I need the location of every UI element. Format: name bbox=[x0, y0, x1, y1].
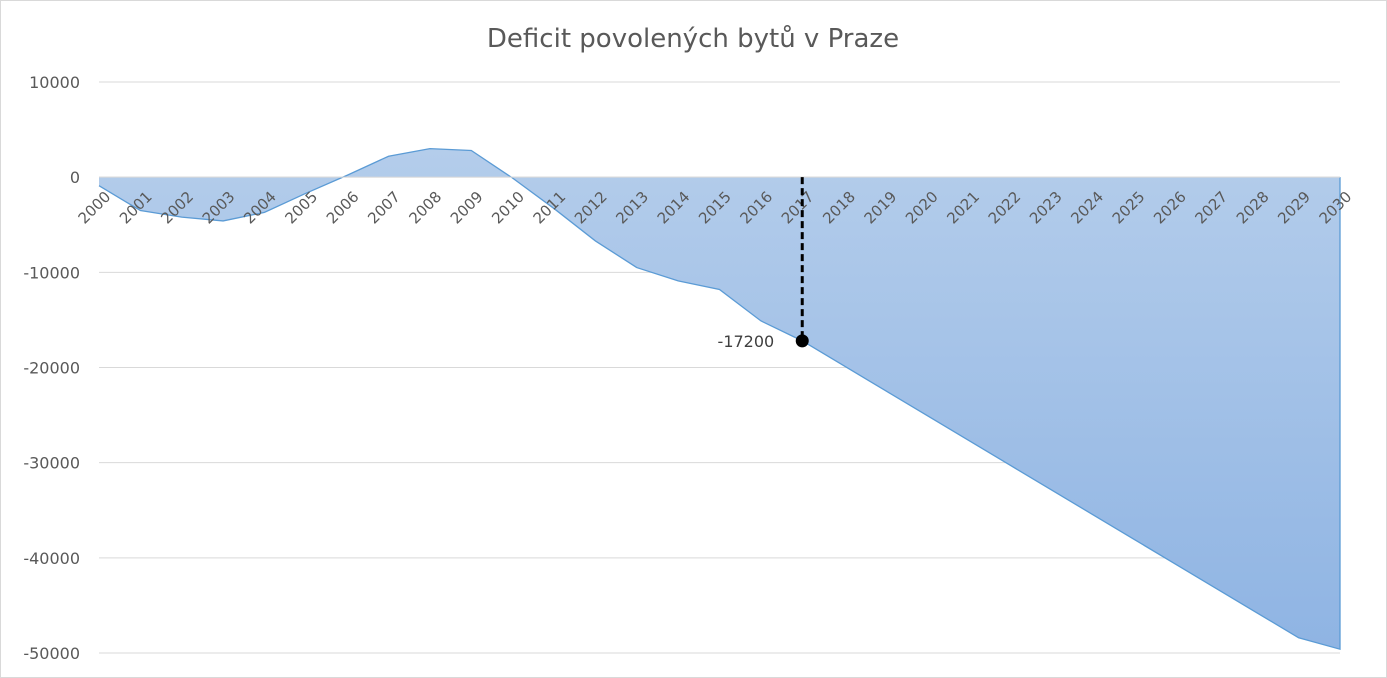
data-point-2016 bbox=[760, 320, 762, 322]
data-point-2026 bbox=[1173, 562, 1175, 564]
y-tick-label: 10000 bbox=[29, 73, 80, 92]
x-tick-label: 2006 bbox=[323, 188, 363, 228]
data-point-2028 bbox=[1256, 612, 1258, 614]
data-point-2000 bbox=[98, 185, 100, 187]
data-point-2015 bbox=[718, 288, 720, 290]
x-tick-label: 2000 bbox=[75, 188, 115, 228]
x-tick-label: 2009 bbox=[447, 188, 487, 228]
x-tick-label: 2008 bbox=[406, 188, 446, 228]
annotation-layer: -17200 bbox=[718, 177, 809, 351]
y-tick-label: -50000 bbox=[23, 644, 80, 663]
data-point-2024 bbox=[1091, 513, 1093, 515]
data-point-2018 bbox=[842, 364, 844, 366]
data-point-2021 bbox=[967, 439, 969, 441]
data-point-2003 bbox=[222, 220, 224, 222]
y-tick-label: -30000 bbox=[23, 454, 80, 473]
data-area bbox=[98, 147, 1341, 651]
x-tick-label: 2007 bbox=[364, 188, 404, 228]
annotation-label: -17200 bbox=[718, 332, 775, 351]
data-point-2013 bbox=[636, 266, 638, 268]
data-point-2019 bbox=[884, 389, 886, 391]
chart-title: Deficit povolených bytů v Praze bbox=[487, 24, 899, 54]
deficit-area-fill bbox=[99, 148, 1340, 650]
data-point-2009 bbox=[470, 149, 472, 151]
data-point-2025 bbox=[1132, 538, 1134, 540]
data-point-2030 bbox=[1339, 648, 1341, 650]
data-point-2020 bbox=[925, 414, 927, 416]
y-tick-label: -40000 bbox=[23, 549, 80, 568]
y-tick-label: -20000 bbox=[23, 359, 80, 378]
data-point-2014 bbox=[677, 280, 679, 282]
data-point-2029 bbox=[1297, 637, 1299, 639]
annotation-marker bbox=[795, 334, 809, 348]
data-point-2027 bbox=[1215, 587, 1217, 589]
y-tick-label: -10000 bbox=[23, 263, 80, 282]
deficit-series-line bbox=[98, 147, 1341, 651]
data-point-2022 bbox=[1008, 463, 1010, 465]
x-tick-label: 2010 bbox=[488, 188, 528, 228]
data-point-2007 bbox=[387, 155, 389, 157]
data-point-2023 bbox=[1049, 488, 1051, 490]
data-point-2008 bbox=[429, 147, 431, 149]
data-point-2006 bbox=[346, 174, 348, 176]
data-point-2012 bbox=[594, 240, 596, 242]
y-axis-tick-labels: 10000 0 -10000 -20000 -30000 -40000 -50000 bbox=[23, 73, 80, 663]
y-tick-label: 0 bbox=[70, 168, 80, 187]
